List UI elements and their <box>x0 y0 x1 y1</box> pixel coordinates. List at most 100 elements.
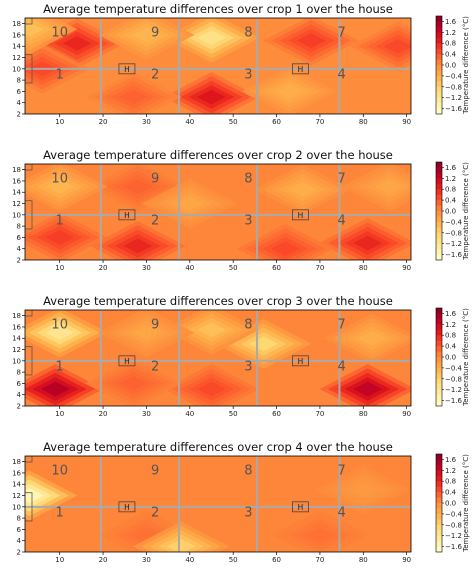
y-tick-label: 12 <box>12 200 21 208</box>
colorbar-tick-label: 1.2 <box>445 175 456 183</box>
y-tick-label: 4 <box>17 391 22 399</box>
y-tick-label: 8 <box>17 369 21 377</box>
y-tick-label: 16 <box>12 31 21 39</box>
coldspot-1 <box>25 164 108 212</box>
colorbar-tick-label: −0.8 <box>445 521 462 529</box>
colorbar-band <box>436 249 442 256</box>
zone-label: 4 <box>337 67 345 82</box>
colorbar-tick-label: −0.8 <box>445 229 462 237</box>
colorbar-band <box>436 535 442 542</box>
colorbar-band <box>436 340 442 347</box>
y-tick-label: 16 <box>12 177 21 185</box>
entry-box-top <box>25 18 33 25</box>
colorbar-band <box>436 43 442 50</box>
hotspot-2 <box>319 218 411 260</box>
colorbar-tick-label: −1.2 <box>445 532 462 540</box>
colorbar-band <box>436 318 442 325</box>
colorbar-tick-label: −1.6 <box>445 251 463 259</box>
colorbar-tick-label: −1.6 <box>445 105 463 113</box>
colorbar-band <box>436 108 442 115</box>
entry-box-side <box>25 492 33 522</box>
zone-label: 7 <box>337 26 345 41</box>
colorbar-band <box>436 492 442 499</box>
zone-label: 10 <box>51 26 68 41</box>
y-tick-label: 18 <box>12 312 21 320</box>
colorbar-band <box>436 530 442 537</box>
y-tick-label: 14 <box>12 43 21 51</box>
zone-label: 2 <box>151 359 159 374</box>
colorbar-band <box>436 21 442 28</box>
zone-grid <box>25 310 411 406</box>
x-tick-label: 60 <box>272 556 281 564</box>
colorbar-tick-label: 0.0 <box>445 62 456 70</box>
zone-label: 6 <box>429 172 437 187</box>
y-tick-label: 2 <box>17 549 21 557</box>
entry-box-top <box>25 164 33 171</box>
y-tick-label: 6 <box>17 88 22 96</box>
colorbar-band <box>436 167 442 174</box>
zone-label: 9 <box>151 318 159 333</box>
colorbar-band <box>436 308 442 314</box>
zone-label: 7 <box>337 318 345 333</box>
colorbar-band <box>436 362 442 369</box>
y-tick-label: 16 <box>12 323 21 331</box>
y-tick-label: 4 <box>17 99 22 107</box>
x-tick-label: 90 <box>402 118 411 126</box>
y-tick-label: 18 <box>12 458 21 466</box>
colorbar-tick-label: 0.0 <box>445 354 456 362</box>
colorbar-tick-label: 0.4 <box>445 197 457 205</box>
zone-label: 1 <box>56 505 64 520</box>
x-tick-label: 30 <box>142 556 151 564</box>
y-tick-label: 16 <box>12 469 21 477</box>
colorbar-band <box>436 329 442 336</box>
colorbar-tick-label: 0.8 <box>445 332 456 340</box>
colorbar-band <box>436 86 442 93</box>
colorbar-band <box>436 32 442 39</box>
y-tick-label: 10 <box>12 211 21 219</box>
colorbar-tick-label: −1.6 <box>445 543 463 551</box>
colorbar-tick-label: 1.2 <box>445 321 456 329</box>
x-tick-label: 10 <box>55 264 64 272</box>
y-tick-label: 6 <box>17 526 22 534</box>
colorbar-label: Temperature difference (°C) <box>462 308 470 407</box>
colorbar-label: Temperature difference (°C) <box>462 454 470 553</box>
heatmap-area: 10 9 8 7 6 1 2 3 4 5 H H <box>25 310 437 406</box>
colorbar-band <box>436 75 442 82</box>
zone-label: 4 <box>337 505 345 520</box>
x-tick-label: 90 <box>402 264 411 272</box>
colorbar-band <box>436 59 442 66</box>
colorbar-band <box>436 205 442 212</box>
zone-label: 5 <box>429 67 437 82</box>
colorbar-tick-label: 0.8 <box>445 186 456 194</box>
colorbar-band <box>436 546 442 553</box>
chart-panel-2: Average temperature differences over cro… <box>12 148 470 272</box>
zone-grid <box>25 18 411 114</box>
coldspot-1 <box>25 310 108 358</box>
zone-label: 8 <box>244 318 252 333</box>
y-tick-label: 10 <box>12 65 21 73</box>
colorbar-band <box>436 178 442 185</box>
colorbar-band <box>436 519 442 526</box>
y-tick-label: 14 <box>12 335 21 343</box>
colorbar-tick-label: 1.6 <box>445 310 457 318</box>
heater-box <box>292 209 309 221</box>
heater-label: H <box>124 357 130 366</box>
colorbar-tick-label: −1.2 <box>445 94 462 102</box>
heater-box <box>292 501 309 513</box>
colorbar-band <box>436 92 442 99</box>
colorbar-tick-label: 0.0 <box>445 208 456 216</box>
colorbar-tick-label: 0.4 <box>445 51 457 59</box>
colorbar-band <box>436 481 442 488</box>
colorbar-band <box>436 97 442 104</box>
colorbar-band <box>436 541 442 548</box>
coldspot-4 <box>341 164 411 212</box>
colorbar-band <box>436 335 442 342</box>
zone-label: 5 <box>429 359 437 374</box>
zone-label: 3 <box>244 67 252 82</box>
colorbar-band <box>436 37 442 44</box>
heater-label: H <box>298 65 304 74</box>
colorbar-band <box>436 503 442 509</box>
colorbar-band <box>436 384 442 391</box>
coldspot-2 <box>98 18 195 60</box>
coldspot-3 <box>163 310 260 355</box>
